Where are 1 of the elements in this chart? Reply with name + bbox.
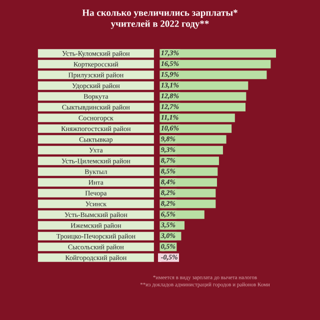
chart-title: На сколько увеличились зарплаты* учителей в 2022 году** <box>82 10 238 29</box>
